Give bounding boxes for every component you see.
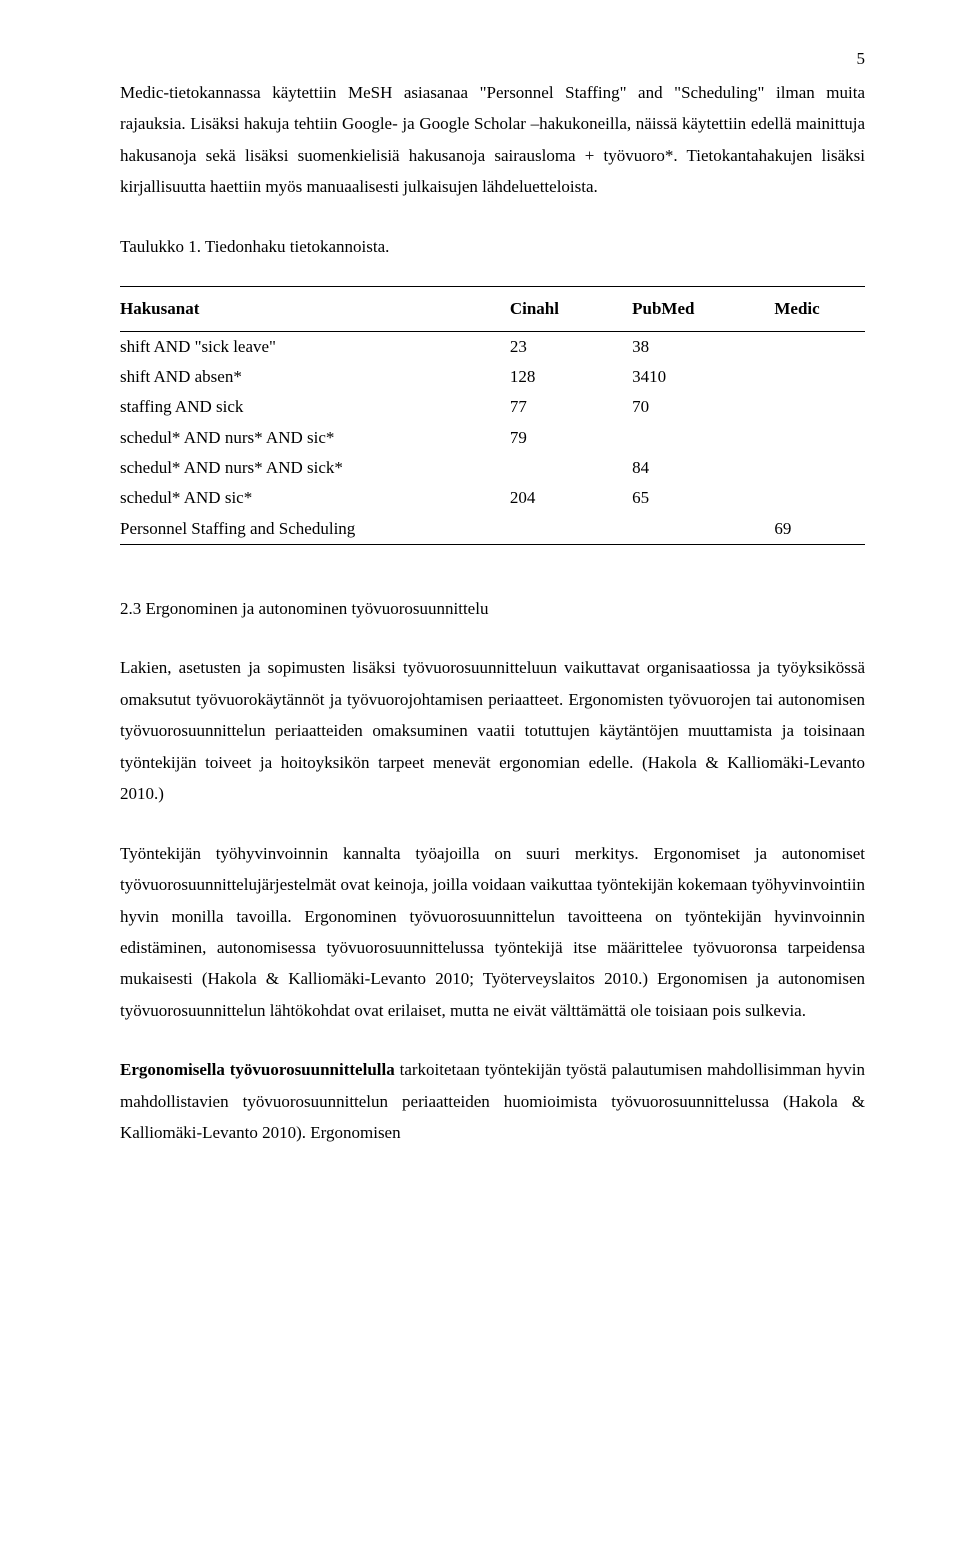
paragraph-4: Ergonomisella työvuorosuunnittelulla tar… bbox=[120, 1054, 865, 1148]
search-table: Hakusanat Cinahl PubMed Medic shift AND … bbox=[120, 286, 865, 545]
bold-term: Ergonomisella työvuorosuunnittelulla bbox=[120, 1060, 395, 1079]
cell-medic bbox=[748, 331, 865, 362]
document-page: 5 Medic-tietokannassa käytettiin MeSH as… bbox=[0, 0, 960, 1237]
table-row: shift AND absen* 128 3410 bbox=[120, 362, 865, 392]
col-cinahl: Cinahl bbox=[484, 287, 606, 331]
cell-pubmed bbox=[606, 423, 748, 453]
cell-pubmed: 65 bbox=[606, 483, 748, 513]
cell-query: schedul* AND nurs* AND sick* bbox=[120, 453, 484, 483]
cell-pubmed bbox=[606, 514, 748, 545]
cell-query: staffing AND sick bbox=[120, 392, 484, 422]
cell-query: shift AND absen* bbox=[120, 362, 484, 392]
cell-query: schedul* AND sic* bbox=[120, 483, 484, 513]
section-heading: 2.3 Ergonominen ja autonominen työvuoros… bbox=[120, 593, 865, 624]
cell-query: Personnel Staffing and Scheduling bbox=[120, 514, 484, 545]
col-medic: Medic bbox=[748, 287, 865, 331]
cell-query: schedul* AND nurs* AND sic* bbox=[120, 423, 484, 453]
cell-medic bbox=[748, 362, 865, 392]
page-number: 5 bbox=[120, 50, 865, 67]
table-row: Personnel Staffing and Scheduling 69 bbox=[120, 514, 865, 545]
cell-query: shift AND "sick leave" bbox=[120, 331, 484, 362]
table-row: staffing AND sick 77 70 bbox=[120, 392, 865, 422]
paragraph-3: Työntekijän työhyvinvoinnin kannalta työ… bbox=[120, 838, 865, 1027]
cell-cinahl bbox=[484, 514, 606, 545]
cell-medic bbox=[748, 483, 865, 513]
cell-pubmed: 38 bbox=[606, 331, 748, 362]
cell-medic bbox=[748, 453, 865, 483]
table-row: schedul* AND nurs* AND sic* 79 bbox=[120, 423, 865, 453]
paragraph-intro: Medic-tietokannassa käytettiin MeSH asia… bbox=[120, 77, 865, 203]
col-hakusanat: Hakusanat bbox=[120, 287, 484, 331]
cell-pubmed: 84 bbox=[606, 453, 748, 483]
cell-cinahl: 204 bbox=[484, 483, 606, 513]
cell-cinahl: 128 bbox=[484, 362, 606, 392]
cell-cinahl bbox=[484, 453, 606, 483]
cell-cinahl: 23 bbox=[484, 331, 606, 362]
paragraph-2: Lakien, asetusten ja sopimusten lisäksi … bbox=[120, 652, 865, 809]
table-header-row: Hakusanat Cinahl PubMed Medic bbox=[120, 287, 865, 331]
table-row: shift AND "sick leave" 23 38 bbox=[120, 331, 865, 362]
cell-pubmed: 70 bbox=[606, 392, 748, 422]
cell-medic bbox=[748, 392, 865, 422]
cell-cinahl: 79 bbox=[484, 423, 606, 453]
table-caption: Taulukko 1. Tiedonhaku tietokannoista. bbox=[120, 231, 865, 262]
cell-medic bbox=[748, 423, 865, 453]
cell-medic: 69 bbox=[748, 514, 865, 545]
col-pubmed: PubMed bbox=[606, 287, 748, 331]
table-row: schedul* AND nurs* AND sick* 84 bbox=[120, 453, 865, 483]
cell-cinahl: 77 bbox=[484, 392, 606, 422]
table-row: schedul* AND sic* 204 65 bbox=[120, 483, 865, 513]
cell-pubmed: 3410 bbox=[606, 362, 748, 392]
